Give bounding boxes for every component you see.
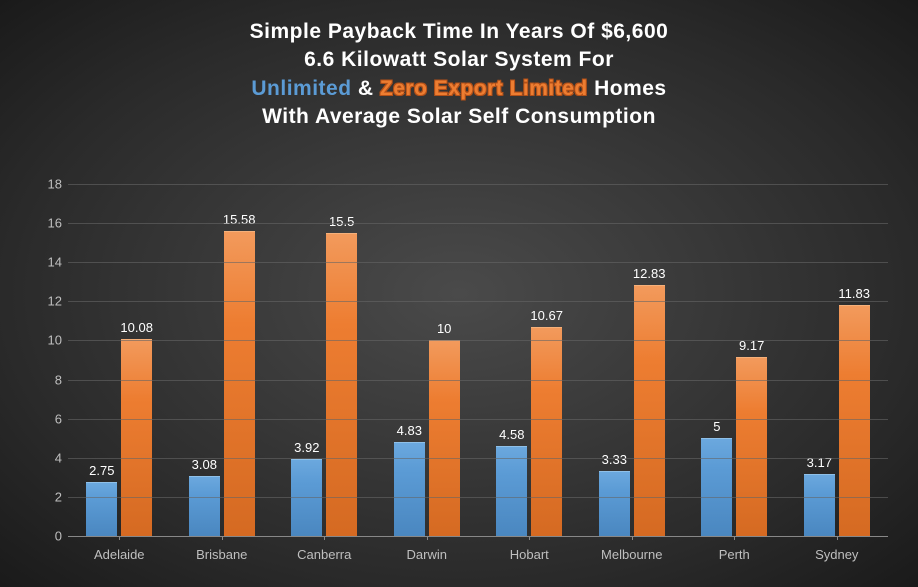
y-tick-label: 4	[28, 450, 62, 465]
bar-unlimited	[804, 474, 835, 536]
category-group: 3.9215.5Canberra	[273, 184, 376, 536]
grid-line	[68, 301, 888, 302]
value-label: 2.75	[89, 463, 114, 482]
y-tick-label: 14	[28, 255, 62, 270]
grid-line	[68, 458, 888, 459]
category-tick	[734, 536, 735, 540]
title-line-1: Simple Payback Time In Years Of $6,600	[0, 18, 918, 46]
grid-line	[68, 223, 888, 224]
value-label: 5	[713, 419, 720, 438]
value-label: 3.92	[294, 440, 319, 459]
grid-line	[68, 340, 888, 341]
title-line-3: Unlimited & Zero Export Limited Homes	[0, 75, 918, 103]
grid-line	[68, 262, 888, 263]
value-label: 15.58	[223, 212, 256, 231]
category-group: 3.3312.83Melbourne	[581, 184, 684, 536]
value-label: 10.67	[530, 308, 563, 327]
y-tick-label: 2	[28, 489, 62, 504]
plot-area: 2.7510.08Adelaide3.0815.58Brisbane3.9215…	[68, 184, 888, 537]
y-tick-label: 12	[28, 294, 62, 309]
bar-zero-export	[531, 327, 562, 536]
y-tick-label: 16	[28, 216, 62, 231]
bar-unlimited	[394, 442, 425, 536]
bar-zero-export	[224, 231, 255, 536]
value-label: 4.83	[397, 423, 422, 442]
category-group: 3.0815.58Brisbane	[171, 184, 274, 536]
title-suffix: Homes	[588, 77, 667, 100]
chart-title: Simple Payback Time In Years Of $6,600 6…	[0, 0, 918, 131]
grid-line	[68, 419, 888, 420]
y-tick-label: 8	[28, 372, 62, 387]
category-group: 4.8310Darwin	[376, 184, 479, 536]
bar-zero-export	[429, 340, 460, 536]
category-label: Melbourne	[581, 547, 684, 562]
y-tick-label: 10	[28, 333, 62, 348]
category-tick	[119, 536, 120, 540]
category-label: Perth	[683, 547, 786, 562]
bar-zero-export	[634, 285, 665, 536]
grid-line	[68, 380, 888, 381]
category-label: Brisbane	[171, 547, 274, 562]
bar-unlimited	[86, 482, 117, 536]
category-tick	[222, 536, 223, 540]
category-label: Canberra	[273, 547, 376, 562]
category-label: Darwin	[376, 547, 479, 562]
bar-zero-export	[839, 305, 870, 536]
title-line-4: With Average Solar Self Consumption	[0, 103, 918, 131]
category-label: Sydney	[786, 547, 889, 562]
category-tick	[427, 536, 428, 540]
bar-zero-export	[121, 339, 152, 536]
y-tick-label: 0	[28, 529, 62, 544]
value-label: 3.33	[602, 452, 627, 471]
title-amp: &	[352, 77, 380, 100]
grid-line	[68, 497, 888, 498]
category-label: Adelaide	[68, 547, 171, 562]
category-label: Hobart	[478, 547, 581, 562]
title-unlimited: Unlimited	[251, 77, 351, 100]
grid-line	[68, 184, 888, 185]
category-tick	[632, 536, 633, 540]
category-group: 3.1711.83Sydney	[786, 184, 889, 536]
chart-area: 2.75 10.08 Adelaide 3.08 15.58 Brisbane 3.9215…	[24, 172, 898, 569]
category-tick	[324, 536, 325, 540]
category-group: 59.17Perth	[683, 184, 786, 536]
value-label: 12.83	[633, 266, 666, 285]
category-tick	[837, 536, 838, 540]
title-zero: Zero Export Limited	[380, 77, 588, 100]
y-tick-label: 6	[28, 411, 62, 426]
category-group: 4.5810.67Hobart	[478, 184, 581, 536]
bar-unlimited	[496, 446, 527, 536]
bar-zero-export	[326, 233, 357, 536]
value-label: 10.08	[120, 320, 153, 339]
value-label: 10	[437, 321, 451, 340]
title-line-2: 6.6 Kilowatt Solar System For	[0, 46, 918, 74]
bars-layer: 2.7510.08Adelaide3.0815.58Brisbane3.9215…	[68, 184, 888, 536]
bar-unlimited	[701, 438, 732, 536]
bar-zero-export	[736, 357, 767, 536]
bar-unlimited	[189, 476, 220, 536]
value-label: 3.08	[192, 457, 217, 476]
category-group: 2.7510.08Adelaide	[68, 184, 171, 536]
category-tick	[529, 536, 530, 540]
value-label: 4.58	[499, 427, 524, 446]
bar-unlimited	[599, 471, 630, 536]
y-tick-label: 18	[28, 177, 62, 192]
